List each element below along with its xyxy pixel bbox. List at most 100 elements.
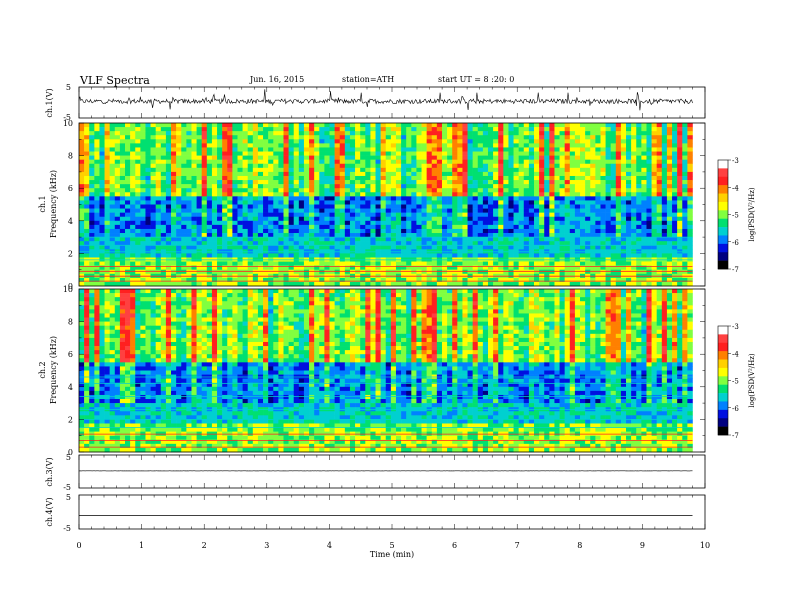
spectrogram-cell [329,253,335,258]
spectrogram-cell [508,192,514,197]
spectrogram-cell [155,216,162,222]
spectrogram-cell [324,192,330,197]
spectrogram-cell [416,281,422,287]
spectrogram-cell [651,127,657,132]
spectrogram-cell [278,159,284,165]
spectrogram-cell [666,184,673,189]
spectrogram-cell [319,192,325,197]
spectrogram-cell [257,167,264,173]
spectrogram-cell [559,265,565,271]
spectrogram-cell [375,196,381,201]
spectrogram-cell [682,131,688,136]
spectrogram-cell [165,167,172,173]
spectrogram-cell [457,281,463,287]
spectrogram-cell [651,220,657,226]
spectrogram-cell [217,228,223,234]
spectrogram-cell [171,180,177,185]
spectrogram-cell [314,151,320,156]
spectrogram-cell [125,184,131,189]
spectrogram-cell [237,139,243,144]
spectrogram-cell [165,143,172,148]
spectrogram-cell [467,127,473,132]
spectrogram-cell [355,245,361,250]
spectrogram-cell [303,139,310,144]
spectrogram-cell [145,163,151,169]
spectrogram-cell [406,184,412,189]
spectrogram-cell [523,233,530,238]
spectrogram-cell [385,224,392,230]
spectrogram-cell [626,159,632,165]
spectrogram-cell [94,281,100,287]
spectrogram-cell [334,228,341,234]
spectrogram-cell [206,151,213,156]
spectrogram-cell [283,212,289,218]
spectrogram-cell [145,265,151,271]
spectrogram-cell [416,143,422,148]
spectrogram-cell [329,184,335,189]
spectrogram-cell [666,175,673,181]
spectrogram-cell [257,143,264,148]
spectrogram-cell [375,167,381,173]
spectrogram-cell [119,155,126,160]
spectrogram-cell [677,241,683,246]
spectrogram-cell [518,196,525,201]
spectrogram-cell [237,184,243,189]
spectrogram-cell [125,265,131,271]
spectrogram-cell [119,216,126,222]
spectrogram-cell [109,127,116,132]
spectrogram-cell [370,131,376,136]
spectrogram-cell [672,147,678,152]
spectrogram-cell [395,159,402,165]
spectrogram-cell [206,228,213,234]
spectrogram-cell [528,131,535,136]
spectrogram-cell [457,237,463,242]
spectrogram-cell [564,131,571,136]
spectrogram-cell [268,241,274,246]
spectrogram-cell [206,233,213,238]
spectrogram-cell [585,196,591,201]
spectrogram-cell [206,192,213,197]
spectrogram-cell [309,253,315,258]
spectrogram-cell [119,208,126,213]
spectrogram-cell [441,220,448,226]
spectrogram-cell [257,123,264,128]
spectrogram-cell [610,265,617,271]
spectrogram-cell [549,277,555,283]
spectrogram-cell [574,220,581,226]
spectrogram-cell [196,277,202,283]
spectrogram-cell [217,127,223,132]
spectrogram-cell [666,204,673,209]
spectrogram-cell [580,281,586,287]
spectrogram-cell [140,151,146,156]
spectrogram-cell [298,192,305,197]
spectrogram-cell [94,261,100,266]
spectrogram-cell [155,245,162,250]
spectrogram-cell [385,151,392,156]
spectrogram-cell [687,188,693,193]
spectrogram-cell [94,289,100,294]
spectrogram-cell [523,175,530,181]
spectrogram-cell [84,237,90,242]
spectrogram-cell [160,261,167,266]
spectrogram-cell [242,167,248,173]
spectrogram-cell [672,204,678,209]
spectrogram-cell [493,127,499,132]
spectrogram-cell [298,220,305,226]
spectrogram-cell [303,204,310,209]
spectrogram-cell [498,135,504,140]
spectrogram-cell [508,224,514,230]
spectrogram-cell [447,139,453,144]
spectrogram-cell [656,192,663,197]
spectrogram-cell [268,245,274,250]
spectrogram-cell [503,237,509,242]
spectrogram-cell [165,151,172,156]
spectrogram-cell [252,265,259,271]
spectrogram-cell [672,245,678,250]
spectrogram-cell [314,237,320,242]
spectrogram-cell [252,204,259,209]
spectrogram-cell [666,200,673,205]
spectrogram-cell [329,171,335,177]
spectrogram-cell [487,159,494,165]
spectrogram-cell [155,237,162,242]
spectrogram-cell [176,151,182,156]
